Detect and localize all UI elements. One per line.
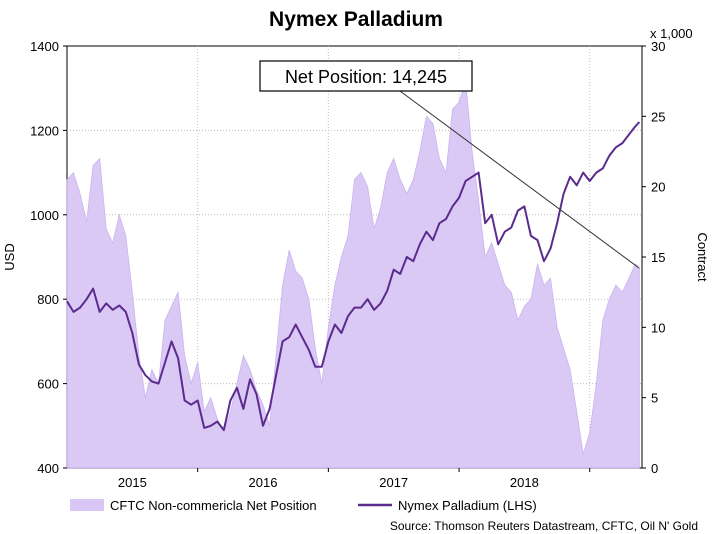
y-right-tick-label: 20 — [651, 180, 665, 195]
chart-title: Nymex Palladium — [269, 8, 443, 31]
y-right-tick-label: 0 — [651, 461, 658, 476]
legend-label-line: Nymex Palladium (LHS) — [398, 498, 537, 513]
y-left-tick-label: 1000 — [30, 208, 59, 223]
y-right-tick-label: 5 — [651, 391, 658, 406]
annotation-pointer-line — [399, 90, 640, 269]
annotation: Net Position: 14,245 — [259, 60, 640, 269]
y-right-tick-label: 15 — [651, 250, 665, 265]
right-axis-multiplier: x 1,000 — [650, 26, 693, 41]
source-note: Source: Thomson Reuters Datastream, CFTC… — [390, 519, 698, 533]
y-axis-left-label: USD — [2, 243, 17, 270]
legend-label-area: CFTC Non-commericla Net Position — [110, 498, 317, 513]
axes: 400 600 800 1000 1200 1400 0 5 10 15 20 25 30 2015 201… — [30, 39, 665, 490]
y-left-tick-label: 400 — [37, 461, 59, 476]
x-tick-label: 2015 — [118, 475, 147, 490]
x-tick-label: 2016 — [249, 475, 278, 490]
y-axis-right-label: Contract — [695, 232, 710, 282]
area-layer — [66, 81, 640, 469]
y-right-tick-label: 30 — [651, 39, 665, 54]
annotation-text: Net Position: 14,245 — [285, 67, 447, 87]
legend: CFTC Non-commericla Net Position Nymex P… — [70, 498, 537, 513]
x-tick-label: 2018 — [510, 475, 539, 490]
y-right-tick-label: 10 — [651, 320, 665, 335]
y-left-tick-label: 600 — [37, 377, 59, 392]
legend-swatch-area — [70, 499, 104, 511]
series-area-cftc — [66, 81, 640, 469]
y-right-tick-label: 25 — [651, 109, 665, 124]
x-tick-label: 2017 — [379, 475, 408, 490]
y-left-tick-label: 800 — [37, 292, 59, 307]
annotation-box — [259, 60, 473, 92]
y-left-tick-label: 1200 — [30, 123, 59, 138]
y-left-tick-label: 1400 — [30, 39, 59, 54]
series-line-palladium — [66, 121, 641, 431]
line-layer — [66, 121, 641, 431]
